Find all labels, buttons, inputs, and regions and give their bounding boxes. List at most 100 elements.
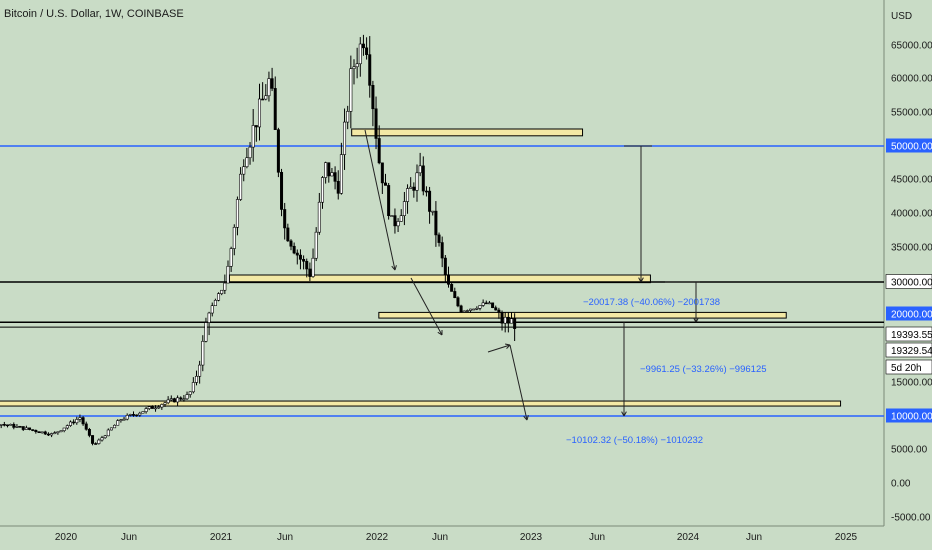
candle-body-80 [154, 407, 158, 410]
candle-body-85 [169, 398, 173, 401]
candle-body-190 [500, 312, 504, 324]
candle-body-103 [226, 265, 230, 284]
candle-body-158 [399, 215, 403, 222]
candle-body-76 [141, 411, 145, 414]
candle-body-157 [396, 221, 400, 227]
candle-body-75 [138, 412, 142, 416]
candle-body-88 [179, 397, 183, 400]
candle-body-116 [267, 78, 271, 97]
candle-body-81 [157, 406, 161, 409]
candle-body-95 [201, 340, 205, 366]
price-tick-40000.00: 40000.00 [891, 209, 932, 220]
price-tick--5000.00: -5000.00 [891, 513, 931, 524]
candle-body-143 [352, 66, 356, 70]
candle-body-122 [286, 227, 290, 242]
candle-body-167 [428, 190, 432, 212]
candle-body-172 [443, 257, 447, 276]
candle-body-131 [314, 231, 318, 259]
zone-4 [0, 400, 842, 407]
candle-body-90 [185, 394, 189, 400]
candle-body-113 [257, 98, 261, 128]
candle-body-151 [377, 138, 381, 164]
candle-body-70 [122, 418, 126, 421]
candle-body-86 [172, 398, 176, 403]
candle-body-71 [125, 415, 129, 420]
countdown-bg [885, 359, 932, 375]
candle-body-51 [62, 427, 66, 431]
candle-body-149 [371, 85, 375, 110]
chart-title: Bitcoin / U.S. Dollar, 1W, COINBASE [4, 8, 184, 20]
candle-body-179 [465, 310, 469, 312]
candle-body-78 [147, 406, 151, 409]
candle-body-108 [242, 166, 246, 175]
price-badge-10000.00: 10000.00 [891, 412, 932, 423]
candle-body-155 [390, 215, 394, 217]
candle-body-35 [12, 424, 16, 428]
candle-body-164 [418, 165, 422, 174]
time-tick-10: 2025 [835, 532, 858, 543]
currency-label: USD [891, 11, 912, 22]
price-badge-bg-19393.55 [885, 326, 932, 342]
price-badge-20000.00: 20000.00 [891, 310, 932, 321]
price-tick-55000.00: 55000.00 [891, 108, 932, 119]
candle-body-123 [289, 240, 293, 247]
candle-body-141 [346, 111, 350, 123]
candle-body-187 [491, 302, 495, 308]
candle-body-174 [450, 284, 454, 292]
candle-body-53 [68, 421, 72, 426]
candle-body-110 [248, 146, 252, 159]
price-tick-60000.00: 60000.00 [891, 74, 932, 85]
candle-body-117 [270, 78, 274, 89]
candle-body-144 [355, 63, 359, 68]
candle-body-79 [150, 406, 154, 409]
candle-body-184 [481, 302, 485, 306]
candle-body-54 [72, 421, 76, 424]
candle-body-127 [302, 259, 306, 262]
price-badge-bg-19329.54 [885, 342, 932, 358]
candle-body-146 [361, 43, 365, 49]
candle-body-58 [84, 423, 88, 430]
candle-body-186 [487, 302, 491, 305]
price-tick-35000.00: 35000.00 [891, 243, 932, 254]
price-badge-30000.00: 30000.00 [891, 278, 932, 289]
candle-body-69 [119, 419, 123, 421]
candle-body-40 [28, 427, 32, 430]
candle-body-162 [412, 186, 416, 191]
candle-body-130 [311, 257, 315, 277]
candle-body-161 [409, 186, 413, 189]
candle-body-180 [469, 308, 473, 311]
candle-body-132 [317, 201, 321, 233]
candle-body-148 [368, 54, 372, 86]
candle-body-83 [163, 402, 167, 405]
candle-body-124 [292, 245, 296, 254]
candle-body-32 [2, 424, 6, 426]
candle-body-129 [308, 268, 312, 277]
candle-body-125 [295, 252, 299, 256]
time-tick-1: Jun [121, 532, 137, 543]
candle-body-106 [235, 199, 239, 228]
countdown-label: 5d 20h [891, 363, 922, 374]
candle-body-189 [497, 309, 501, 313]
projection-arrow-3-head [504, 343, 511, 349]
measure-3-arrow-head [621, 411, 627, 417]
candle-body-173 [446, 274, 450, 285]
candle-body-118 [273, 88, 277, 130]
candle-body-169 [434, 210, 438, 236]
candle-body-59 [87, 429, 91, 436]
candle-body-44 [40, 431, 44, 434]
measurement-label-2: −9961.25 (−33.26%) −996125 [640, 364, 767, 375]
candle-body-96 [204, 322, 208, 342]
candle-body-140 [343, 121, 347, 155]
time-tick-4: 2022 [366, 532, 389, 543]
time-tick-2: 2021 [210, 532, 233, 543]
candle-body-93 [194, 375, 198, 383]
candle-body-55 [75, 419, 79, 424]
price-tick-45000.00: 45000.00 [891, 175, 932, 186]
candle-body-126 [298, 254, 302, 260]
candle-body-175 [453, 291, 457, 299]
price-badge-bg-50000.00 [886, 138, 932, 153]
price-badge-19329.54: 19329.54 [891, 346, 932, 357]
candle-body-119 [276, 129, 280, 173]
price-badge-50000.00: 50000.00 [891, 142, 932, 153]
